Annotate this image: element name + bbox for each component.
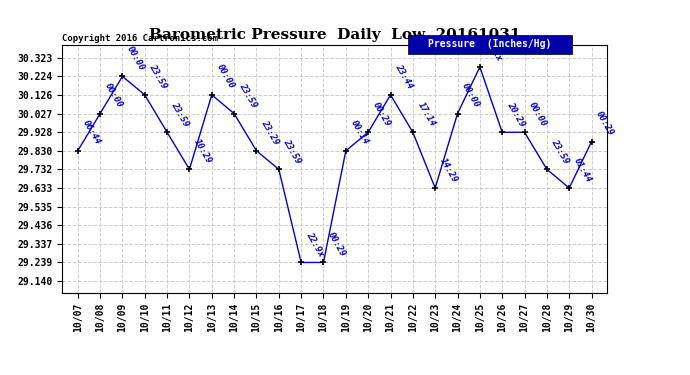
Text: 10:29: 10:29 [193,137,213,165]
Text: 00:29: 00:29 [594,110,615,137]
Text: 00:00: 00:00 [460,82,482,110]
Text: 14:29: 14:29 [438,156,459,184]
Text: 01:44: 01:44 [572,156,593,184]
Text: 00:00: 00:00 [215,63,236,91]
Text: Copyright 2016 Cartronics.com: Copyright 2016 Cartronics.com [62,33,218,42]
Text: 20:29: 20:29 [505,100,526,128]
Text: 23:59: 23:59 [148,63,169,91]
Text: 23:59: 23:59 [282,137,303,165]
Text: 23:xx: 23:xx [482,35,504,63]
Text: 17:14: 17:14 [415,100,437,128]
Text: Pressure  (Inches/Hg): Pressure (Inches/Hg) [428,39,552,50]
Text: 23:29: 23:29 [259,119,280,147]
Text: 23:44: 23:44 [393,63,415,91]
Text: 00:29: 00:29 [326,231,348,258]
Text: 06:44: 06:44 [81,119,101,147]
Text: 00:00: 00:00 [103,82,124,110]
FancyBboxPatch shape [408,35,572,54]
Text: 23:59: 23:59 [170,100,191,128]
Text: 00:00: 00:00 [527,100,549,128]
Text: 00:00: 00:00 [125,44,146,72]
Text: 23:59: 23:59 [237,82,258,110]
Text: 23:59: 23:59 [550,137,571,165]
Text: 22:9x: 22:9x [304,231,325,258]
Text: 00:29: 00:29 [371,100,392,128]
Text: 00:14: 00:14 [348,119,370,147]
Title: Barometric Pressure  Daily  Low  20161031: Barometric Pressure Daily Low 20161031 [149,28,520,42]
